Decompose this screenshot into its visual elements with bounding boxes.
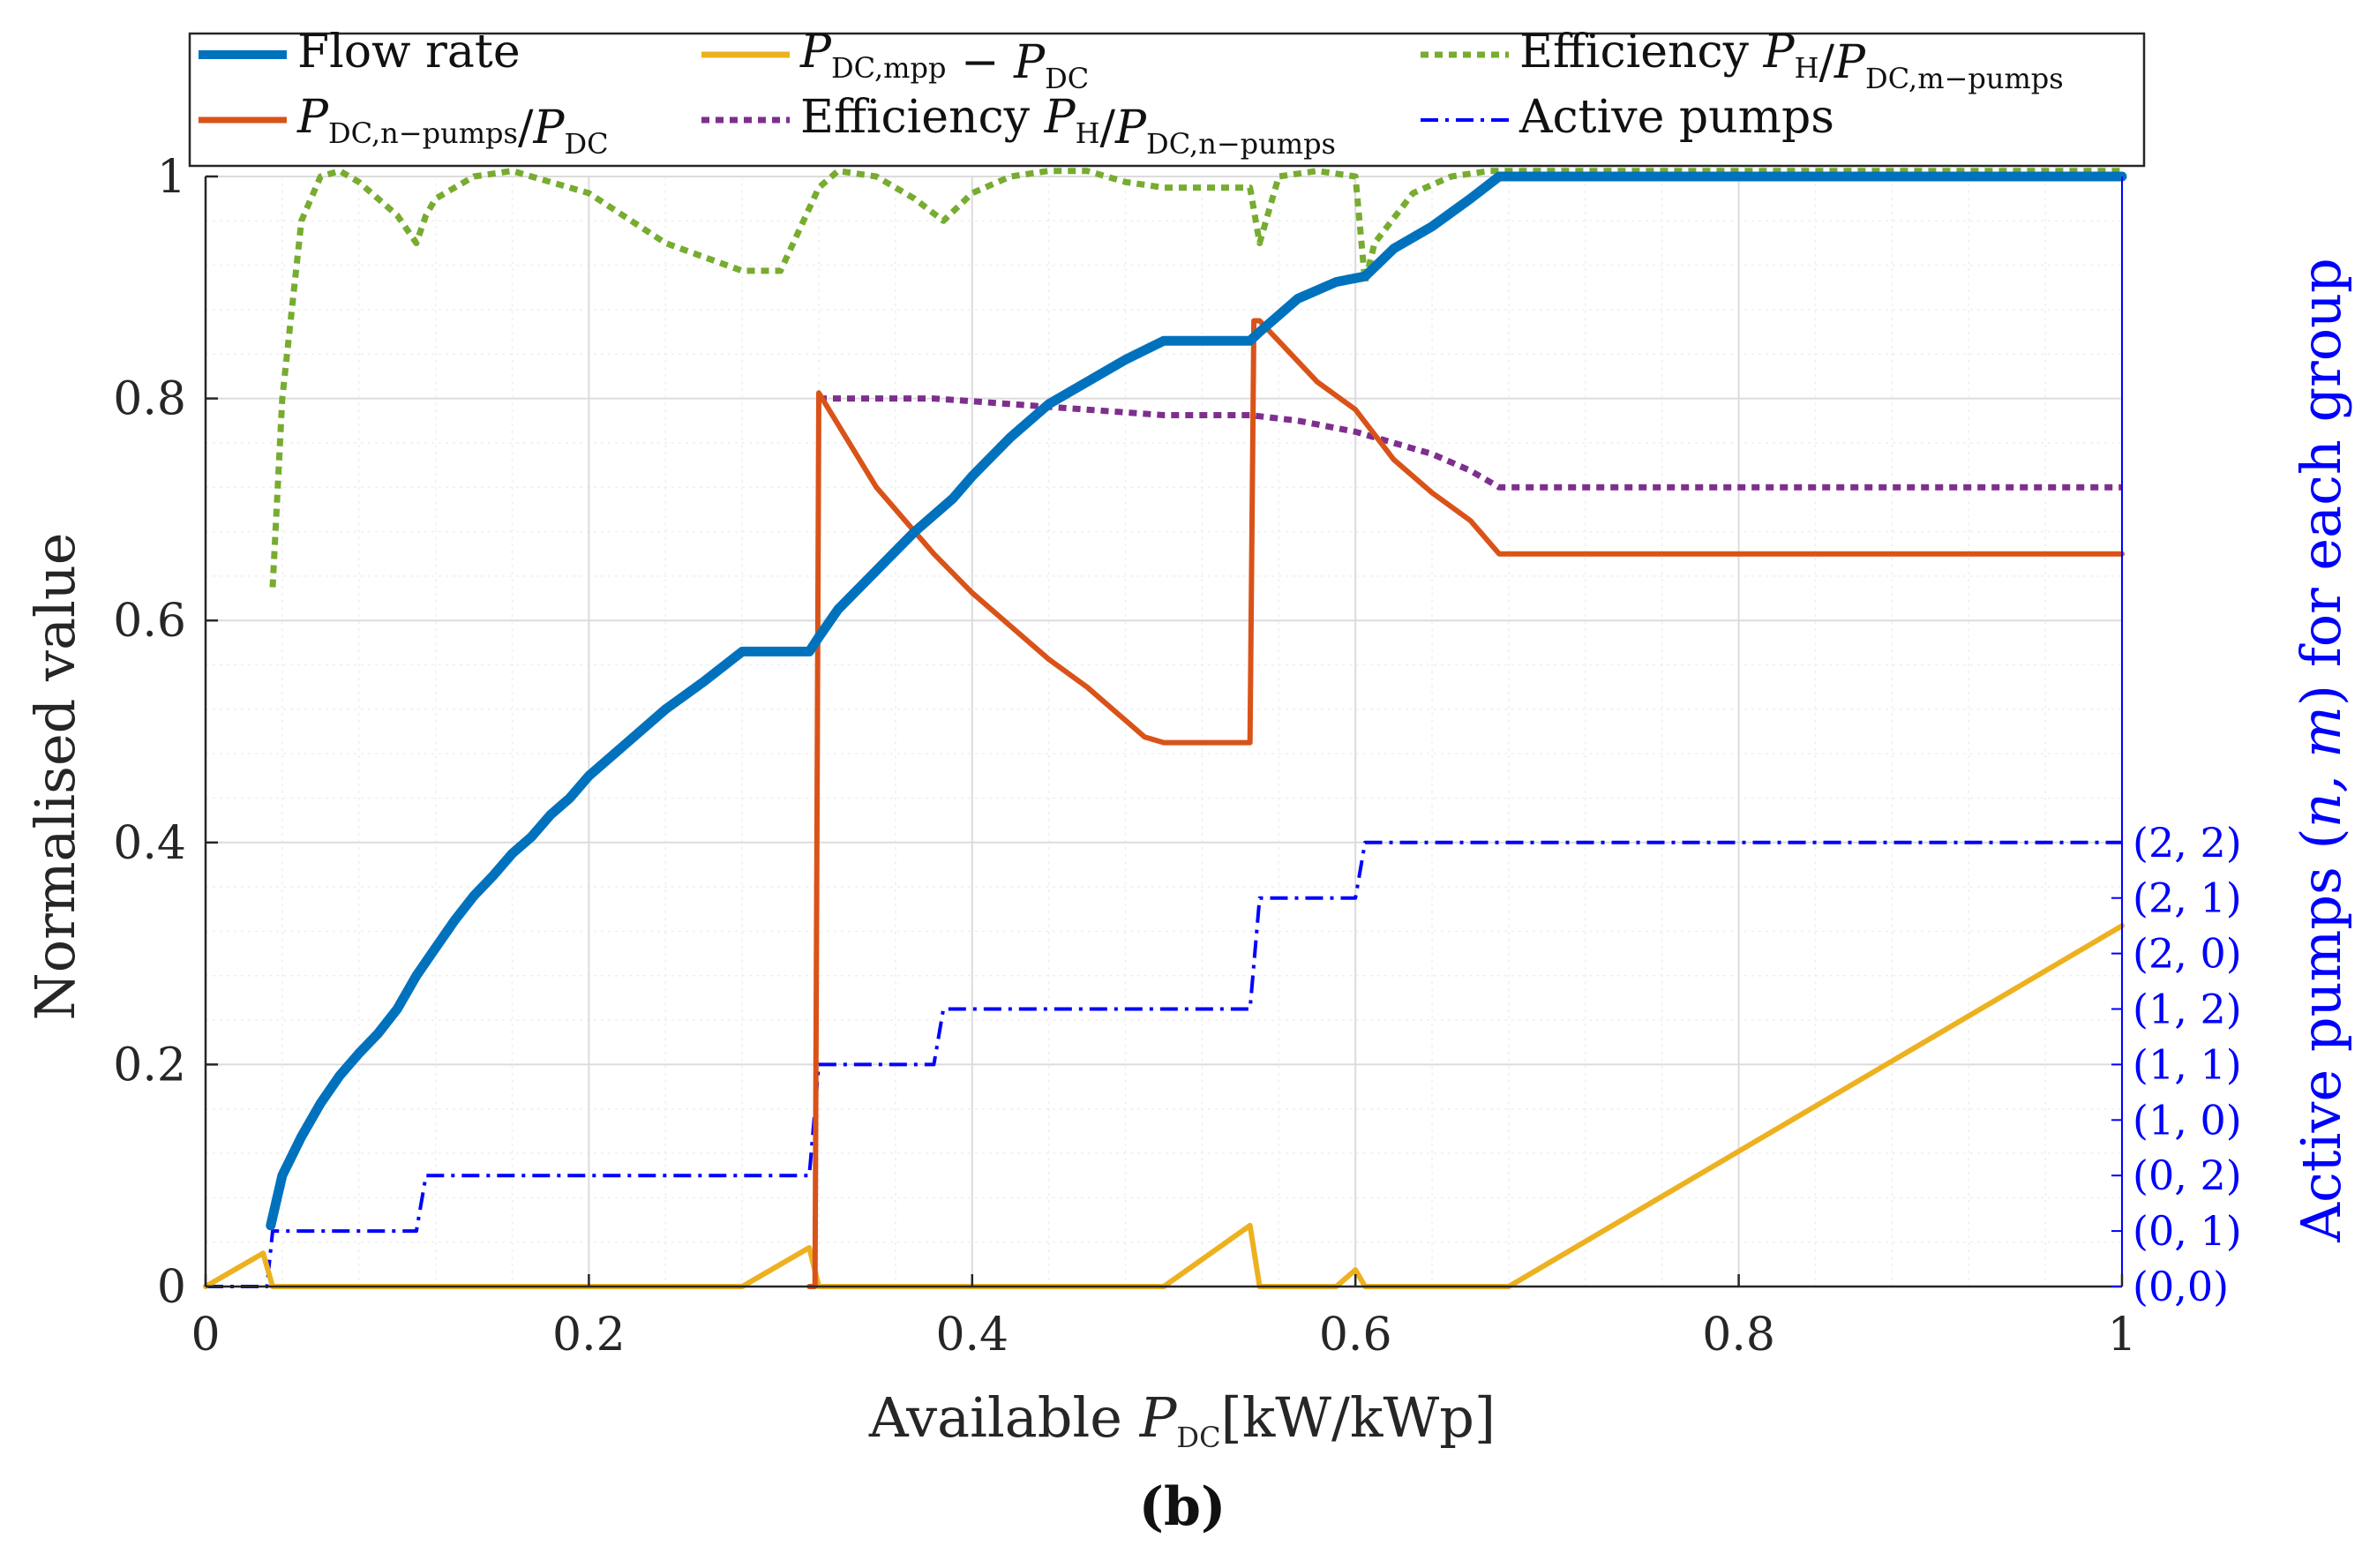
y-tick-labels: 0 0.2 0.4 0.6 0.8 1 [113, 151, 186, 1314]
y2-tick-label: (1, 2) [2133, 986, 2242, 1033]
series-layer [203, 168, 2127, 1289]
y-axis-label: Normalised value [23, 533, 87, 1021]
panel-label: (b) [1139, 1476, 1226, 1538]
x-tick-label: 0.6 [1319, 1309, 1392, 1362]
y2-tick-label: (0, 2) [2133, 1152, 2242, 1199]
x-tick-label: 0.8 [1702, 1309, 1775, 1362]
legend: Flow rate PDC,mpp − PDC Efficiency PH/PDC,… [188, 26, 2146, 168]
legend-label-active: Active pumps [1518, 91, 1834, 144]
legend-label-mpp: PDC,mpp − PDC [799, 26, 1089, 95]
x-tick-label: 0.4 [935, 1309, 1009, 1362]
y-tick-label: 0 [157, 1261, 186, 1314]
y2-tick-label: (0, 1) [2133, 1207, 2242, 1255]
x-axis-label: Available PDC[kW/kWp] [868, 1385, 1496, 1454]
legend-label-effm: Efficiency PH/PDC,m−pumps [1519, 26, 2064, 95]
y2-tick-label: (2, 1) [2133, 874, 2242, 922]
y2-tick-label: (2, 2) [2133, 819, 2242, 867]
x-tick-label: 1 [2107, 1309, 2136, 1362]
y-tick-label: 0.8 [113, 373, 186, 426]
y2-axis-label: Active pumps (n, m) for each group [2289, 258, 2353, 1242]
series-effm [269, 168, 2122, 588]
y-tick-label: 0.2 [113, 1039, 186, 1092]
x-tick-label: 0.2 [552, 1309, 626, 1362]
y2-tick-label: (2, 0) [2133, 930, 2242, 978]
y-tick-label: 1 [157, 151, 186, 204]
series-mpp [203, 923, 2125, 1289]
y2-tick-label: (1, 1) [2133, 1040, 2242, 1088]
x-tick-labels: 0 0.2 0.4 0.6 0.8 1 [191, 1309, 2136, 1362]
y2-tick-label: (1, 0) [2133, 1096, 2242, 1144]
series-effn [819, 395, 2122, 491]
y-tick-label: 0.4 [113, 817, 186, 870]
legend-box [188, 32, 2146, 168]
axes [204, 175, 2124, 1288]
series-flow [266, 171, 2127, 1231]
y2-tick-label: (0,0) [2133, 1263, 2229, 1310]
legend-label-ratio: PDC,n−pumps/PDC [296, 91, 609, 161]
legend-label-effn: Efficiency PH/PDC,n−pumps [800, 91, 1336, 161]
y-tick-label: 0.6 [113, 595, 186, 648]
legend-label-flow: Flow rate [297, 26, 521, 79]
y2-tick-labels: (0,0) (0, 1) (0, 2) (1, 0) (1, 1) (1, 2) (2, 0… [2133, 819, 2242, 1310]
x-tick-label: 0 [191, 1309, 220, 1362]
